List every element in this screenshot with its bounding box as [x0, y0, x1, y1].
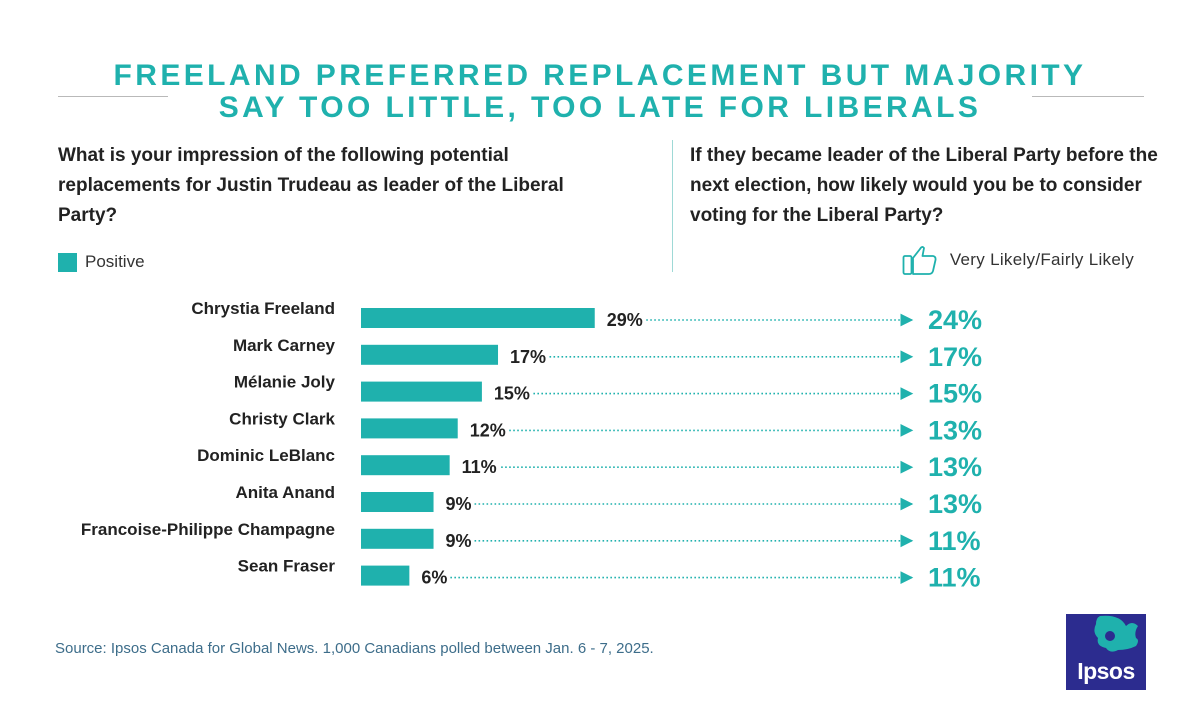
thumbs-up-icon: [902, 246, 937, 275]
source-note: Source: Ipsos Canada for Global News. 1,…: [55, 640, 654, 657]
bar-positive: [361, 492, 434, 512]
legend-likely: Very Likely/Fairly Likely: [902, 244, 1134, 276]
bar-value-label: 29%: [607, 310, 643, 330]
likely-value-label: 15%: [928, 379, 982, 409]
legend-positive: Positive: [58, 250, 145, 274]
column-divider: [672, 140, 673, 272]
bar-positive: [361, 381, 482, 402]
likely-value-label: 24%: [928, 305, 982, 335]
category-label: Francoise-Philippe Champagne: [81, 520, 335, 539]
likely-value-label: 17%: [928, 342, 982, 372]
title-rule-right: [1032, 96, 1144, 97]
bar-value-label: 17%: [510, 347, 546, 367]
likely-value-label: 11%: [928, 563, 981, 593]
likely-value-label: 13%: [928, 452, 982, 482]
logo-figure-icon: [1094, 615, 1138, 652]
category-label: Mark Carney: [233, 336, 336, 355]
likely-value-label: 11%: [928, 526, 981, 556]
likely-value-label: 13%: [928, 415, 982, 445]
question-right: If they became leader of the Liberal Par…: [690, 145, 1158, 226]
category-label: Dominic LeBlanc: [197, 446, 335, 465]
bar-positive: [361, 308, 595, 328]
legend-positive-label: Positive: [85, 252, 145, 271]
ipsos-logo: Ipsos: [1066, 614, 1146, 690]
category-label: Anita Anand: [236, 483, 335, 502]
category-label: Mélanie Joly: [234, 373, 336, 392]
title-rule-left: [58, 96, 168, 97]
likely-value-label: 13%: [928, 489, 982, 519]
bar-value-label: 15%: [494, 384, 530, 404]
bar-value-label: 11%: [462, 457, 497, 477]
bar-positive: [361, 455, 450, 476]
category-label: Sean Fraser: [238, 557, 336, 576]
bar-positive: [361, 418, 458, 439]
bar-positive: [361, 528, 434, 549]
legend-swatch: [58, 252, 77, 272]
bar-value-label: 9%: [446, 494, 472, 514]
legend-likely-label: Very Likely/Fairly Likely: [949, 250, 1134, 269]
category-label: Christy Clark: [229, 409, 335, 428]
bar-value-label: 6%: [421, 568, 447, 588]
title-line-1: FREELAND PREFERRED REPLACEMENT BUT MAJOR…: [113, 59, 1087, 92]
question-left: What is your impression of the following…: [58, 145, 564, 226]
bar-chart: Chrystia Freeland 29% 24% Mark Carney 17% 17%…: [81, 299, 982, 593]
category-label: Chrystia Freeland: [191, 299, 335, 318]
bar-positive: [361, 565, 410, 586]
logo-text: Ipsos: [1077, 658, 1135, 684]
bar-value-label: 12%: [470, 420, 506, 440]
bar-value-label: 9%: [446, 531, 472, 551]
title-line-2: SAY TOO LITTLE, TOO LATE FOR LIBERALS: [218, 91, 982, 124]
chart-title: FREELAND PREFERRED REPLACEMENT BUT MAJOR…: [0, 60, 1200, 124]
bar-positive: [361, 344, 499, 365]
